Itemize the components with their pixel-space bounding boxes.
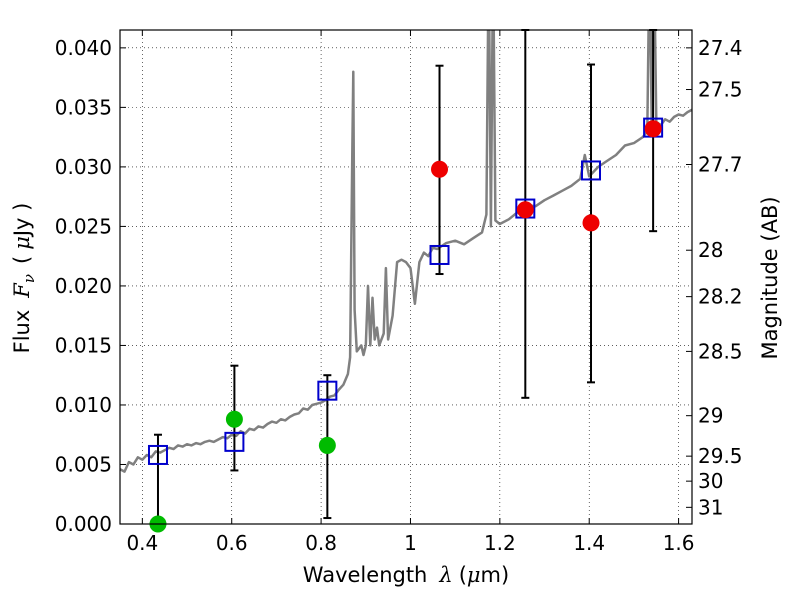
y2-tick-label: 27.4 [698, 36, 743, 60]
y2-tick-label: 30 [698, 469, 723, 493]
model-square-marker [581, 160, 602, 181]
y2-tick-label: 29 [698, 404, 723, 428]
model-square-marker [224, 431, 245, 452]
x-axis-label-unit-rest: m) [481, 563, 510, 587]
y2-tick-label: 27.7 [698, 153, 743, 177]
x-axis-label-symbol: λ [438, 563, 452, 587]
x-tick-label: 1.6 [663, 531, 695, 555]
y2-tick-label: 27.5 [698, 78, 743, 102]
y2-tick-label: 28 [698, 238, 723, 262]
x-tick-label: 1 [404, 531, 417, 555]
ticks: 0.4 0.6 0.8 1 1.2 1.4 1.6 0.000 0.005 0.010 0.015 0… [55, 30, 743, 555]
y-tick-label: 0.025 [55, 214, 112, 238]
x-axis-label-unit-open: ( [459, 563, 467, 587]
x-tick-label: 1.2 [484, 531, 516, 555]
model-square-marker [147, 444, 168, 465]
x-axis-label-unit-symbol: μ [467, 563, 481, 587]
x-axis-label: Wavelength λ (μm) [303, 563, 509, 587]
y-tick-label: 0.040 [55, 36, 112, 60]
x-tick-label: 0.8 [305, 531, 337, 555]
observed-circle-marker [431, 160, 449, 178]
y-tick-label: 0.010 [55, 393, 112, 417]
y-tick-label: 0.000 [55, 512, 112, 536]
x-axis-label-prefix: Wavelength [303, 563, 428, 587]
y-axis-label-unit-symbol: μ [10, 236, 34, 250]
y2-tick-label: 28.5 [698, 339, 743, 363]
model-square-marker [317, 380, 338, 401]
y-tick-label: 0.015 [55, 333, 112, 357]
y2-tick-label: 31 [698, 495, 723, 519]
marker-layer [147, 117, 664, 533]
spectrum-line [120, 30, 692, 473]
y-tick-label: 0.030 [55, 155, 112, 179]
x-tick-label: 0.4 [126, 531, 158, 555]
y-axis-label-unit-open: ( [10, 256, 34, 264]
x-tick-label: 1.4 [573, 531, 605, 555]
y2-tick-label: 29.5 [698, 444, 743, 468]
plot-frame [119, 29, 693, 525]
y-axis-label: Flux Fν ( μJy ) [10, 203, 38, 354]
observed-circle-marker [516, 201, 534, 219]
y2-axis-label: Magnitude (AB) [758, 196, 782, 359]
y-axis-label-symbol: F [10, 282, 34, 299]
y-tick-label: 0.005 [55, 452, 112, 476]
y-tick-label: 0.035 [55, 95, 112, 119]
y-axis-label-prefix: Flux [10, 310, 34, 354]
y-axis-label-unit-rest: Jy ) [10, 203, 34, 239]
y-tick-label: 0.020 [55, 274, 112, 298]
observed-circle-marker [318, 436, 336, 454]
x-tick-label: 0.6 [216, 531, 248, 555]
model-square-marker [429, 244, 450, 265]
observed-circle-marker [225, 410, 243, 428]
y-axis-label-subscript: ν [20, 274, 38, 283]
y2-tick-label: 28.2 [698, 285, 743, 309]
observed-circle-marker [582, 214, 600, 232]
spectrum-layer [120, 30, 692, 473]
observed-circle-marker [644, 120, 662, 138]
